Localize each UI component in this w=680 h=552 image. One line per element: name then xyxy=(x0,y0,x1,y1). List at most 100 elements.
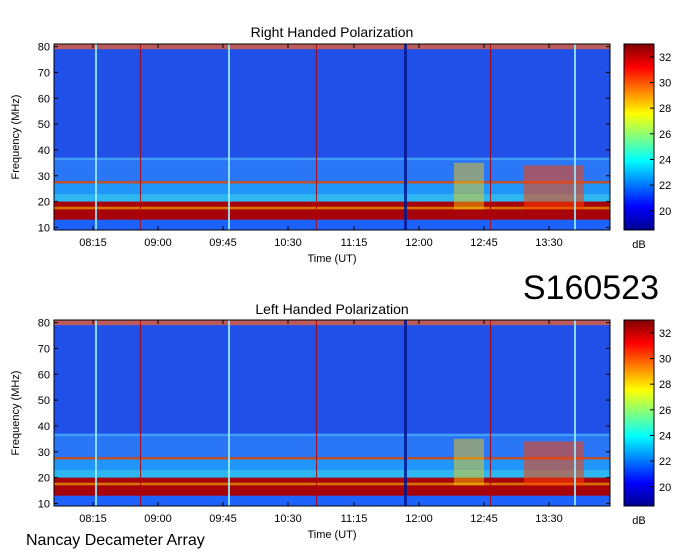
burst-region xyxy=(454,438,484,486)
spectral-band xyxy=(54,180,610,194)
y-tick-label: 50 xyxy=(38,119,50,131)
x-tick-label: 12:00 xyxy=(405,513,433,525)
spectral-band xyxy=(54,320,610,326)
y-tick-label: 70 xyxy=(38,67,50,79)
vertical-line xyxy=(228,320,230,506)
y-tick-label: 80 xyxy=(38,318,50,330)
x-tick-label: 08:15 xyxy=(79,237,107,249)
colorbar-tick-label: 26 xyxy=(659,405,671,417)
x-axis: 08:15 09:00 09:45 10:30 11:15 12:00 12:45 13:30 xyxy=(79,320,563,525)
colorbar-tick-label: 26 xyxy=(659,129,671,141)
vertical-line xyxy=(490,44,491,230)
spectrogram-content xyxy=(54,44,610,230)
spectral-band xyxy=(54,436,610,457)
spectral-band xyxy=(54,180,610,184)
spectral-band xyxy=(54,456,610,460)
y-tick-label: 70 xyxy=(38,343,50,355)
spectral-band xyxy=(54,495,610,506)
x-tick-label: 09:00 xyxy=(144,237,172,249)
y-tick-label: 60 xyxy=(38,93,50,105)
colorbar-tick-label: 20 xyxy=(659,482,671,494)
spectral-band xyxy=(54,157,610,161)
vertical-line xyxy=(404,44,407,230)
panel-title: Right Handed Polarization xyxy=(251,24,414,40)
y-axis-label: Frequency (MHz) xyxy=(10,371,22,456)
x-tick-label: 13:30 xyxy=(535,513,563,525)
colorbar-tick-label: 28 xyxy=(659,379,671,391)
y-tick-label: 50 xyxy=(38,395,50,407)
colorbar-tick-label: 22 xyxy=(659,456,671,468)
y-tick-label: 40 xyxy=(38,421,50,433)
vertical-line xyxy=(404,320,407,506)
y-axis: 10 20 30 40 50 60 70 80 xyxy=(38,318,610,510)
vertical-line xyxy=(140,320,141,506)
vertical-line xyxy=(95,320,97,506)
x-tick-label: 13:30 xyxy=(535,237,563,249)
x-tick-label: 10:30 xyxy=(274,513,302,525)
panel-title: Left Handed Polarization xyxy=(255,301,408,317)
colorbar-tick-label: 20 xyxy=(659,206,671,218)
x-tick-label: 12:45 xyxy=(470,237,498,249)
colorbar-ticks: 20 22 24 26 28 30 32 xyxy=(650,52,671,218)
burst-region xyxy=(454,162,484,210)
x-tick-label: 12:45 xyxy=(470,513,498,525)
y-tick-label: 30 xyxy=(38,447,50,459)
observation-id: S160523 xyxy=(523,269,659,307)
spectral-band xyxy=(54,201,610,220)
colorbar-ticks: 20 22 24 26 28 30 32 xyxy=(650,328,671,494)
vertical-line xyxy=(316,320,317,506)
y-tick-label: 10 xyxy=(38,498,50,510)
spectrogram-plot-area xyxy=(53,319,611,507)
vertical-line xyxy=(316,44,317,230)
plot-frame xyxy=(53,319,611,507)
colorbar-tick-label: 24 xyxy=(659,154,671,166)
spectrogram-content xyxy=(54,320,610,506)
colorbar-gradient xyxy=(623,43,655,231)
colorbar-tick-label: 30 xyxy=(659,77,671,89)
spectral-band xyxy=(54,160,610,181)
colorbar-tick-label: 32 xyxy=(659,52,671,64)
x-tick-label: 10:30 xyxy=(274,237,302,249)
y-axis-label: Frequency (MHz) xyxy=(10,95,22,180)
vertical-line xyxy=(95,44,97,230)
x-axis-label: Time (UT) xyxy=(307,529,356,541)
spectrogram-plot-area xyxy=(53,43,611,231)
vertical-line xyxy=(574,320,576,506)
spectral-band xyxy=(54,219,610,230)
x-axis: 08:15 09:00 09:45 10:30 11:15 12:00 12:45 13:30 xyxy=(79,44,563,249)
colorbar-tick-label: 22 xyxy=(659,180,671,192)
colorbar-tick-label: 32 xyxy=(659,328,671,340)
x-tick-label: 09:45 xyxy=(209,513,237,525)
vertical-line xyxy=(140,44,141,230)
colorbar-tick-label: 28 xyxy=(659,103,671,115)
spectral-band xyxy=(54,193,610,202)
vertical-line xyxy=(574,44,576,230)
y-tick-label: 80 xyxy=(38,42,50,54)
y-tick-label: 30 xyxy=(38,171,50,183)
x-tick-label: 09:00 xyxy=(144,513,172,525)
x-tick-label: 12:00 xyxy=(405,237,433,249)
x-tick-label: 11:15 xyxy=(341,237,368,249)
spectral-band xyxy=(54,456,610,470)
x-axis-label: Time (UT) xyxy=(307,253,356,265)
spectral-band xyxy=(54,44,610,50)
colorbar: 20 22 24 26 28 30 32 dB xyxy=(623,43,671,251)
spectral-band xyxy=(54,482,610,486)
spectral-band xyxy=(54,477,610,496)
spectral-band xyxy=(54,206,610,210)
vertical-line xyxy=(490,320,491,506)
plot-frame xyxy=(53,43,611,231)
y-tick-label: 40 xyxy=(38,145,50,157)
spectral-band xyxy=(54,433,610,437)
colorbar-gradient xyxy=(623,319,655,507)
vertical-line xyxy=(228,44,230,230)
y-tick-label: 20 xyxy=(38,473,50,485)
colorbar: 20 22 24 26 28 30 32 dB xyxy=(623,319,671,527)
y-tick-label: 20 xyxy=(38,197,50,209)
x-tick-label: 08:15 xyxy=(79,513,107,525)
y-axis: 10 20 30 40 50 60 70 80 xyxy=(38,42,610,234)
colorbar-tick-label: 24 xyxy=(659,430,671,442)
colorbar-label: dB xyxy=(632,515,645,527)
x-tick-label: 11:15 xyxy=(341,513,368,525)
